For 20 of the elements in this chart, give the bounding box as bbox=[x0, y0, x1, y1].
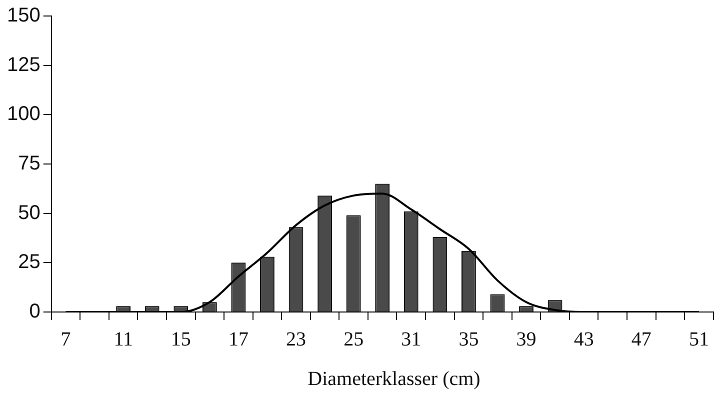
y-tick-label: 75 bbox=[18, 152, 40, 175]
y-tick-label: 100 bbox=[6, 103, 40, 126]
y-tick-label: 150 bbox=[6, 4, 40, 27]
x-tick-label: 17 bbox=[228, 328, 248, 350]
x-tick-label: 31 bbox=[401, 328, 422, 350]
x-tick-label: 7 bbox=[60, 328, 71, 350]
x-tick-label: 39 bbox=[516, 328, 536, 350]
x-tick-label: 11 bbox=[114, 328, 133, 350]
x-tick-label: 43 bbox=[574, 328, 594, 350]
y-tick-label: 25 bbox=[18, 251, 40, 274]
x-tick-label: 15 bbox=[170, 328, 191, 350]
x-tick-label: 25 bbox=[344, 328, 364, 350]
x-tick-label: 51 bbox=[688, 328, 709, 350]
y-tick-label: 50 bbox=[18, 202, 40, 224]
x-tick-label: 35 bbox=[458, 328, 479, 350]
x-tick-label: 23 bbox=[286, 328, 306, 350]
y-tick-label: 125 bbox=[6, 54, 40, 76]
y-tick-label: 0 bbox=[29, 300, 40, 323]
x-axis-title: Diameterklasser (cm) bbox=[306, 368, 482, 391]
x-tick-label: 47 bbox=[631, 328, 652, 350]
